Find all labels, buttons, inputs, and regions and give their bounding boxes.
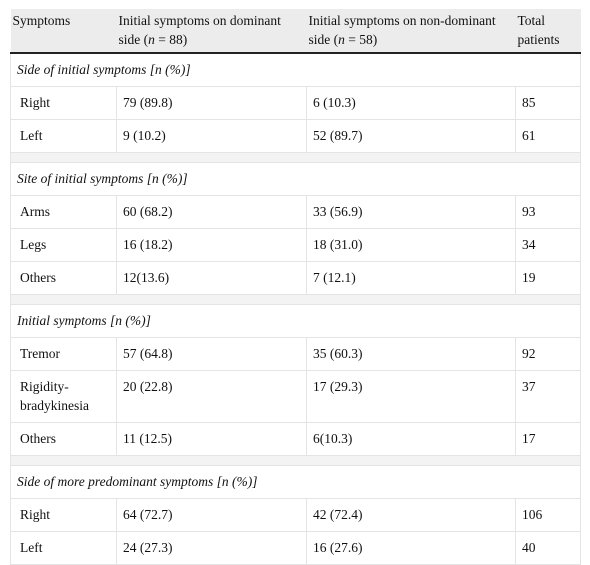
section-title: Side of more predominant symptoms [n (%)…: [10, 465, 581, 499]
table-header: Symptoms Initial symptoms on dominant si…: [10, 9, 581, 54]
table-row: Left 9 (10.2) 52 (89.7) 61: [10, 119, 581, 153]
row-label: Right: [10, 498, 117, 532]
row-label: Tremor: [10, 337, 117, 371]
row-label: Legs: [10, 228, 117, 262]
cell-total: 19: [515, 261, 581, 295]
cell-dominant: 57 (64.8): [116, 337, 307, 371]
section-heading-row: Side of more predominant symptoms [n (%)…: [10, 465, 581, 499]
row-label: Others: [10, 422, 117, 456]
cell-nondominant: 18 (31.0): [306, 228, 516, 262]
cell-total: 92: [515, 337, 581, 371]
section-title: Site of initial symptoms [n (%)]: [10, 162, 581, 196]
table-body: Side of initial symptoms [n (%)] Right 79 …: [10, 53, 581, 565]
cell-total: 40: [515, 531, 581, 565]
section-title: Side of initial symptoms [n (%)]: [10, 53, 581, 87]
row-label: Right: [10, 86, 117, 120]
table-row: Others 12(13.6) 7 (12.1) 19: [10, 261, 581, 295]
cell-nondominant: 6 (10.3): [306, 86, 516, 120]
cell-nondominant: 16 (27.6): [306, 531, 516, 565]
table-row: Tremor 57 (64.8) 35 (60.3) 92: [10, 337, 581, 371]
cell-nondominant: 35 (60.3): [306, 337, 516, 371]
cell-dominant: 11 (12.5): [116, 422, 307, 456]
table-row: Right 79 (89.8) 6 (10.3) 85: [10, 86, 581, 120]
header-total: Total patients: [515, 9, 581, 54]
row-label: Arms: [10, 195, 117, 229]
cell-total: 85: [515, 86, 581, 120]
cell-total: 17: [515, 422, 581, 456]
spacer-cell: [10, 152, 581, 163]
cell-nondominant: 42 (72.4): [306, 498, 516, 532]
cell-nondominant: 6(10.3): [306, 422, 516, 456]
section-heading-row: Site of initial symptoms [n (%)]: [10, 162, 581, 196]
symptoms-table: Symptoms Initial symptoms on dominant si…: [10, 9, 581, 565]
cell-total: 61: [515, 119, 581, 153]
spacer-cell: [10, 455, 581, 466]
cell-total: 106: [515, 498, 581, 532]
cell-dominant: 12(13.6): [116, 261, 307, 295]
table-row: Left 24 (27.3) 16 (27.6) 40: [10, 531, 581, 565]
cell-dominant: 20 (22.8): [116, 370, 307, 423]
section-heading-row: Side of initial symptoms [n (%)]: [10, 53, 581, 87]
section-spacer: [10, 294, 581, 305]
cell-nondominant: 17 (29.3): [306, 370, 516, 423]
cell-nondominant: 7 (12.1): [306, 261, 516, 295]
cell-dominant: 24 (27.3): [116, 531, 307, 565]
table-row: Right 64 (72.7) 42 (72.4) 106: [10, 498, 581, 532]
cell-total: 37: [515, 370, 581, 423]
row-label: Left: [10, 119, 117, 153]
header-dominant: Initial symptoms on dominant side (n = 8…: [116, 9, 307, 54]
cell-dominant: 9 (10.2): [116, 119, 307, 153]
row-label: Rigidity-bradykinesia: [10, 370, 117, 423]
cell-nondominant: 52 (89.7): [306, 119, 516, 153]
table-row: Others 11 (12.5) 6(10.3) 17: [10, 422, 581, 456]
row-label: Others: [10, 261, 117, 295]
table-row: Rigidity-bradykinesia 20 (22.8) 17 (29.3) 3…: [10, 370, 581, 423]
cell-dominant: 60 (68.2): [116, 195, 307, 229]
section-spacer: [10, 455, 581, 466]
section-heading-row: Initial symptoms [n (%)]: [10, 304, 581, 338]
table-row: Arms 60 (68.2) 33 (56.9) 93: [10, 195, 581, 229]
spacer-cell: [10, 294, 581, 305]
cell-dominant: 64 (72.7): [116, 498, 307, 532]
cell-total: 93: [515, 195, 581, 229]
row-label: Left: [10, 531, 117, 565]
cell-nondominant: 33 (56.9): [306, 195, 516, 229]
header-symptoms: Symptoms: [10, 9, 117, 54]
header-nondominant: Initial symptoms on non-dominant side (n…: [306, 9, 516, 54]
table-row: Legs 16 (18.2) 18 (31.0) 34: [10, 228, 581, 262]
section-title: Initial symptoms [n (%)]: [10, 304, 581, 338]
cell-total: 34: [515, 228, 581, 262]
cell-dominant: 79 (89.8): [116, 86, 307, 120]
cell-dominant: 16 (18.2): [116, 228, 307, 262]
section-spacer: [10, 152, 581, 163]
